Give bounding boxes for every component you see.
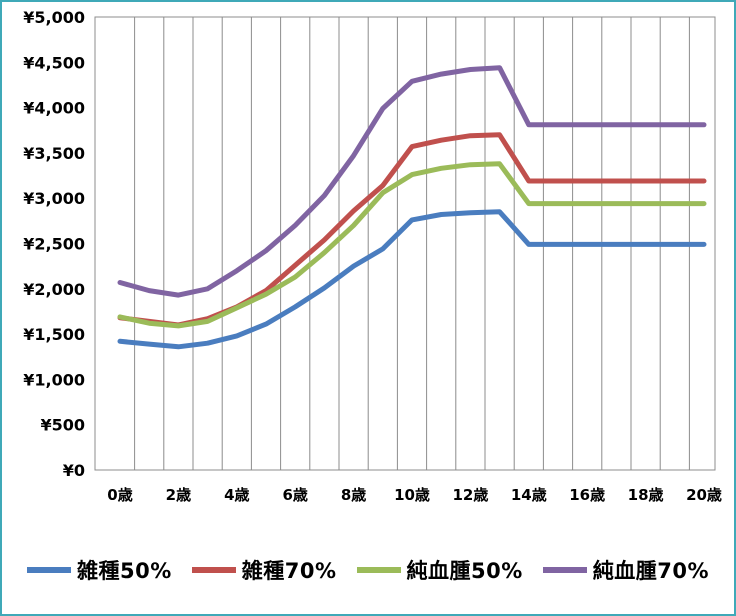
x-tick-label: 10歳 <box>394 486 430 504</box>
legend-label: 純血腫70% <box>592 559 710 583</box>
x-tick-label: 6歳 <box>282 486 307 504</box>
legend-swatch <box>26 567 71 573</box>
y-tick-label: ¥4,000 <box>23 99 85 118</box>
plot-area-border <box>94 16 716 471</box>
legend-label: 雑種50% <box>76 559 172 583</box>
legend-swatch <box>356 567 401 573</box>
series-line-2 <box>117 132 707 328</box>
x-tick-label: 0歳 <box>107 486 132 504</box>
y-tick-label: ¥2,000 <box>23 280 85 299</box>
legend-swatch <box>542 567 587 573</box>
legend-item-2: 雑種70% <box>191 555 337 585</box>
legend-item-3: 純血腫50% <box>356 555 523 585</box>
series-line-3 <box>117 161 707 329</box>
series-line-4 <box>117 65 707 298</box>
y-tick-label: ¥1,500 <box>23 325 85 344</box>
y-tick-label: ¥2,500 <box>23 235 85 254</box>
x-tick-label: 16歳 <box>569 486 605 504</box>
chart-legend: 雑種50% 雑種70% 純血腫50% 純血腫70% <box>0 548 736 592</box>
series-line-1 <box>117 209 707 350</box>
y-tick-label: ¥500 <box>40 416 85 435</box>
legend-label: 雑種70% <box>241 559 337 583</box>
y-tick-label: ¥3,500 <box>23 144 85 163</box>
x-tick-label: 20歳 <box>686 486 722 504</box>
x-tick-label: 18歳 <box>628 486 664 504</box>
x-tick-label: 4歳 <box>224 486 249 504</box>
y-tick-label: ¥0 <box>63 461 85 480</box>
legend-item-4: 純血腫70% <box>542 555 710 585</box>
legend-label: 純血腫50% <box>406 559 523 583</box>
y-tick-label: ¥3,000 <box>23 189 85 208</box>
y-tick-label: ¥4,500 <box>23 53 85 72</box>
legend-swatch <box>191 567 236 573</box>
x-tick-label: 14歳 <box>511 486 547 504</box>
x-tick-label: 8歳 <box>341 486 366 504</box>
y-tick-label: ¥5,000 <box>23 8 85 27</box>
x-tick-label: 2歳 <box>166 486 191 504</box>
x-tick-label: 12歳 <box>452 486 488 504</box>
legend-item-1: 雑種50% <box>26 555 172 585</box>
y-tick-label: ¥1,000 <box>23 370 85 389</box>
